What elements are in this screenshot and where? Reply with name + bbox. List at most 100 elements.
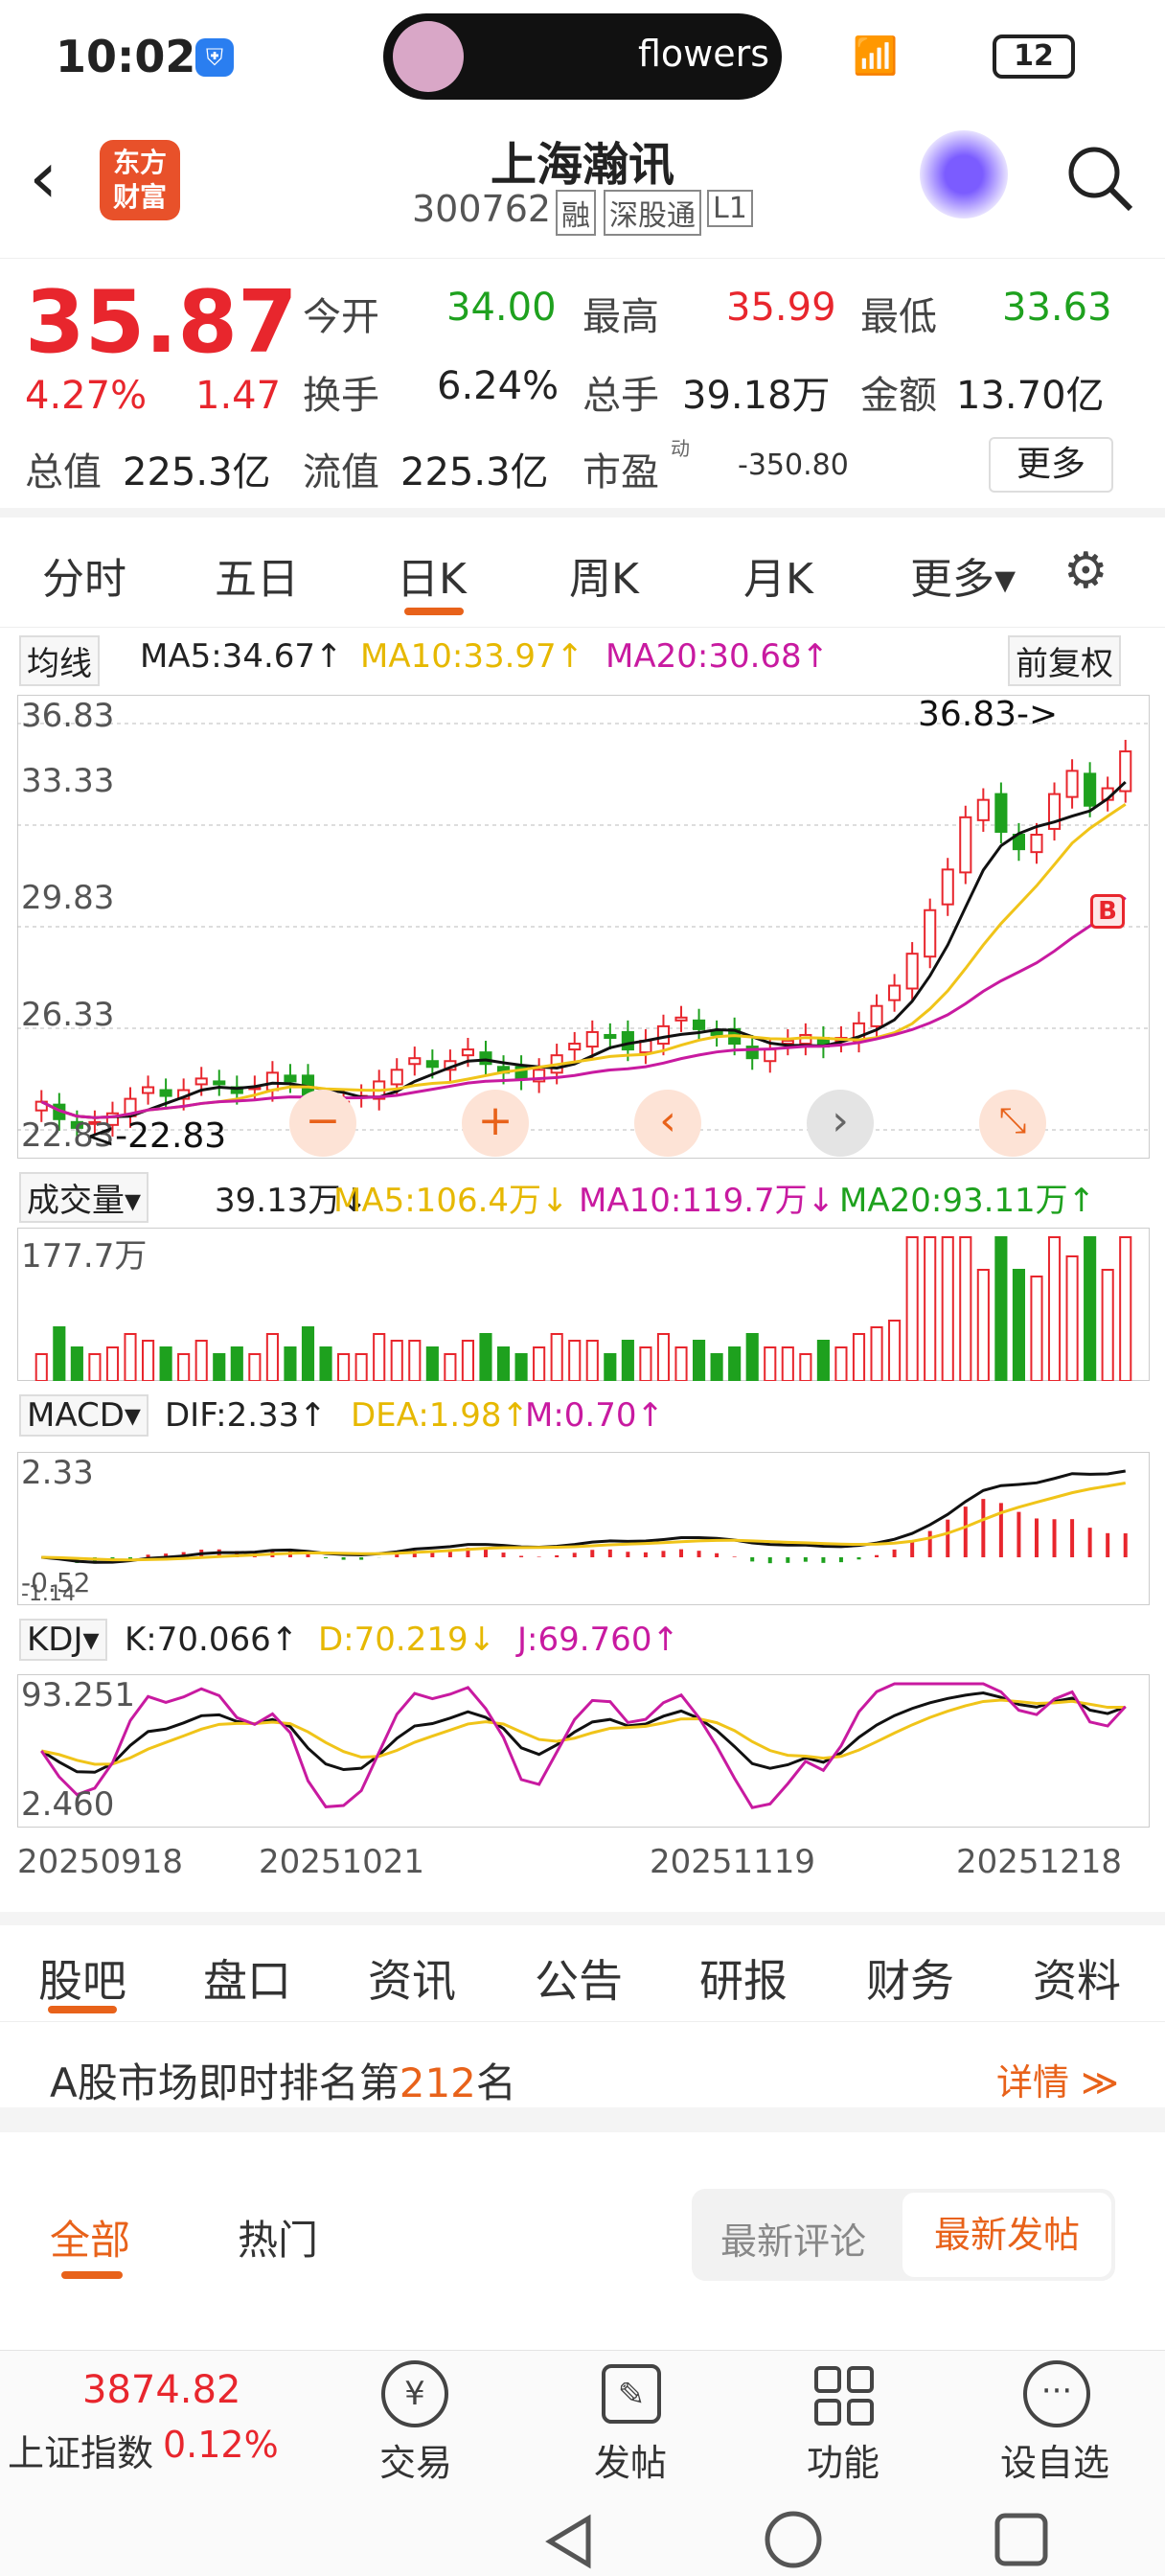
recents-nav-icon[interactable] — [993, 2511, 1050, 2568]
bottom-toolbar: 3874.82 上证指数 0.12% ¥ 交易 ✎ 发帖 功能 ··· 设自选 — [0, 2350, 1165, 2494]
index-value[interactable]: 3874.82 — [82, 2368, 241, 2412]
functions-button[interactable]: 功能 — [807, 2442, 880, 2484]
volume-bar — [142, 1340, 155, 1381]
kdj-selector[interactable]: KDJ▾ — [19, 1619, 107, 1661]
zoom-out-button[interactable]: − — [289, 1090, 356, 1157]
volume-bar — [976, 1269, 990, 1381]
candle-body — [656, 1024, 671, 1046]
volume-bar — [639, 1346, 652, 1381]
candle-body — [870, 1004, 883, 1027]
notification-pill[interactable]: flowers — [383, 13, 782, 100]
trade-button[interactable]: 交易 — [379, 2442, 453, 2484]
tab-five-day[interactable]: 五日 — [215, 555, 299, 604]
fullscreen-icon[interactable]: ⤡ — [979, 1090, 1046, 1157]
volume-bar — [177, 1353, 191, 1381]
candle-body — [781, 1040, 794, 1046]
volume-value-legend: 39.13万↓ — [215, 1182, 368, 1220]
tab-forum[interactable]: 股吧 — [38, 1955, 126, 2007]
tab-financials[interactable]: 财务 — [866, 1955, 954, 2007]
shield-icon: ⛨ — [195, 38, 234, 77]
tab-monthly-k[interactable]: 月K — [743, 555, 813, 604]
home-nav-icon[interactable] — [763, 2509, 824, 2570]
tab-announcements[interactable]: 公告 — [535, 1955, 623, 2007]
volume-bar — [284, 1346, 297, 1381]
tab-weekly-k[interactable]: 周K — [569, 555, 639, 604]
candle-body — [159, 1089, 172, 1097]
high-label: 最高 — [582, 295, 659, 339]
candle-body — [533, 1069, 546, 1083]
tab-daily-k[interactable]: 日K — [397, 555, 467, 604]
candle-body — [568, 1043, 582, 1051]
grid-icon — [814, 2366, 874, 2426]
more-button[interactable]: 更多 — [989, 437, 1113, 493]
macd-dif-legend: DIF:2.33↑ — [165, 1396, 327, 1435]
battery-icon: 12 — [993, 34, 1075, 79]
macd-selector[interactable]: MACD▾ — [19, 1394, 148, 1437]
price-axis-3: 29.83 — [21, 879, 115, 917]
volume-bar — [1101, 1269, 1114, 1381]
candle-body — [408, 1057, 422, 1066]
volume-bar — [568, 1340, 582, 1381]
scroll-left-button[interactable]: ‹ — [634, 1090, 701, 1157]
volume-bar — [301, 1326, 315, 1381]
adjust-selector[interactable]: 前复权 — [1008, 635, 1121, 686]
market-rank-banner[interactable]: A股市场即时排名第212名 详情 ≫ — [0, 2022, 1165, 2132]
candle-body — [1065, 770, 1079, 798]
add-watchlist-button[interactable]: 设自选 — [1000, 2442, 1110, 2484]
rank-detail-link[interactable]: 详情 ≫ — [996, 2061, 1119, 2104]
volume-bar — [941, 1236, 954, 1381]
volume-bar — [604, 1353, 617, 1381]
status-bar: 10:02 ⛨ flowers 📶 12 — [0, 0, 1165, 115]
macd-axis-mid: -0.52 — [21, 1567, 91, 1598]
tab-more[interactable]: 更多▾ — [910, 555, 1017, 604]
post-button[interactable]: 发帖 — [594, 2442, 668, 2484]
volume-bar — [70, 1346, 83, 1381]
macd-line — [41, 1482, 1126, 1562]
tab-news[interactable]: 资讯 — [368, 1955, 456, 2007]
candle-body — [425, 1060, 439, 1069]
index-change[interactable]: 0.12% — [163, 2424, 279, 2466]
volume-selector[interactable]: 成交量▾ — [19, 1172, 149, 1223]
volume-bar — [781, 1346, 794, 1381]
tab-profile[interactable]: 资料 — [1033, 1955, 1121, 2007]
kdj-axis-top: 93.251 — [21, 1676, 135, 1714]
search-icon[interactable] — [1063, 142, 1136, 215]
index-name[interactable]: 上证指数 — [8, 2432, 154, 2474]
kline-chart[interactable]: 均线 MA5:34.67↑ MA10:33.97↑ MA20:30.68↑ 前复… — [0, 628, 1165, 1912]
sort-latest-post[interactable]: 最新发帖 — [902, 2193, 1111, 2277]
change-amount: 1.47 — [195, 374, 282, 418]
volume-bar — [1012, 1269, 1026, 1381]
candle-body — [604, 1033, 617, 1039]
content-tabs: 股吧 盘口 资讯 公告 研报 财务 资料 — [0, 1912, 1165, 2022]
kdj-line — [40, 1682, 1127, 1809]
candle-body — [994, 793, 1008, 833]
zoom-in-button[interactable]: + — [462, 1090, 529, 1157]
high-value: 35.99 — [726, 286, 836, 330]
candle-body — [390, 1069, 403, 1086]
tab-intraday[interactable]: 分时 — [42, 555, 126, 604]
turnover-value: 6.24% — [437, 364, 560, 408]
back-icon[interactable]: ‹ — [29, 134, 58, 219]
buy-marker[interactable]: B — [1090, 894, 1125, 929]
volume-bar — [1084, 1236, 1097, 1381]
volume-bar — [764, 1346, 777, 1381]
volume-bar — [924, 1236, 937, 1381]
tab-hot-posts[interactable]: 热门 — [238, 2217, 319, 2264]
tab-all-posts[interactable]: 全部 — [50, 2217, 131, 2264]
volume-bar — [1030, 1276, 1043, 1381]
gear-icon[interactable]: ⚙ — [1063, 542, 1108, 600]
tab-research[interactable]: 研报 — [699, 1955, 788, 2007]
volume-bar — [693, 1340, 706, 1381]
volume-bar — [496, 1346, 511, 1381]
candle-body — [674, 1016, 688, 1022]
sort-latest-comment[interactable]: 最新评论 — [720, 2220, 867, 2263]
robot-assistant-icon[interactable] — [920, 130, 1008, 218]
ma-selector[interactable]: 均线 — [19, 635, 100, 686]
back-nav-icon[interactable] — [540, 2513, 605, 2570]
high-annotation: 36.83-> — [918, 695, 1059, 734]
ma10-legend: MA10:33.97↑ — [360, 637, 584, 676]
scroll-right-button[interactable]: › — [807, 1090, 874, 1157]
date-label-4: 20251218 — [956, 1843, 1123, 1881]
mktcap-value: 225.3亿 — [123, 450, 271, 494]
tab-order-book[interactable]: 盘口 — [203, 1955, 291, 2007]
